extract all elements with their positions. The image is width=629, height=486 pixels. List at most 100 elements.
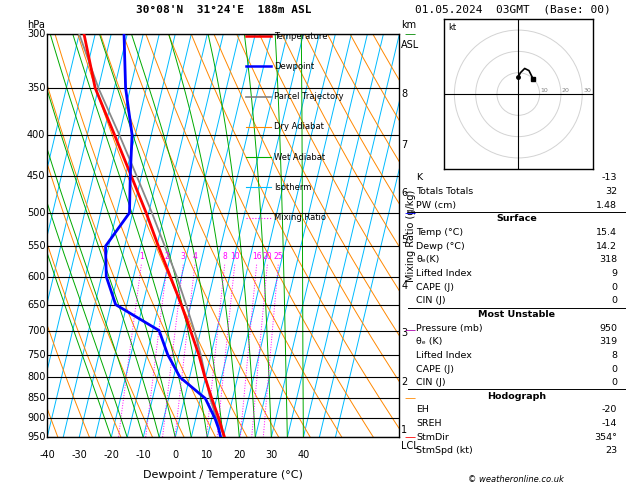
Text: ASL: ASL [401,40,420,50]
Text: CIN (J): CIN (J) [416,296,446,305]
Text: StmDir: StmDir [416,433,449,442]
Text: Temperature: Temperature [274,32,328,40]
Text: 32: 32 [605,187,617,196]
Text: 1.48: 1.48 [596,201,617,209]
Text: 8: 8 [611,351,617,360]
Text: Mixing Ratio: Mixing Ratio [274,213,326,222]
Text: 0: 0 [611,378,617,387]
Text: 450: 450 [27,171,45,181]
Text: Lifted Index: Lifted Index [416,351,472,360]
Text: 10: 10 [201,450,213,459]
Text: 600: 600 [27,272,45,281]
Text: 0: 0 [172,450,179,459]
Text: SREH: SREH [416,419,442,428]
Text: 3: 3 [401,328,408,338]
Text: 900: 900 [27,414,45,423]
Text: -30: -30 [71,450,87,459]
Text: km: km [401,20,416,30]
Text: 20: 20 [262,253,272,261]
Text: CAPE (J): CAPE (J) [416,364,454,374]
Text: 300: 300 [27,29,45,39]
Text: 20: 20 [562,88,570,93]
Text: Dewpoint / Temperature (°C): Dewpoint / Temperature (°C) [143,469,303,480]
Text: 318: 318 [599,255,617,264]
Text: 9: 9 [611,269,617,278]
Text: —: — [404,394,416,403]
Text: 350: 350 [27,83,45,93]
Text: 23: 23 [605,447,617,455]
Text: 4: 4 [401,281,408,292]
Text: Dewpoint: Dewpoint [274,62,314,71]
Text: Dry Adiabat: Dry Adiabat [274,122,324,131]
Text: Mixing Ratio (g/kg): Mixing Ratio (g/kg) [406,190,416,282]
Text: —: — [404,433,416,442]
Text: Pressure (mb): Pressure (mb) [416,324,483,332]
Text: © weatheronline.co.uk: © weatheronline.co.uk [468,474,564,484]
Text: CIN (J): CIN (J) [416,378,446,387]
Text: LCL: LCL [401,441,419,451]
Text: -40: -40 [39,450,55,459]
Text: Dewp (°C): Dewp (°C) [416,242,465,251]
Text: 20: 20 [233,450,245,459]
Text: 850: 850 [27,394,45,403]
Text: 400: 400 [27,130,45,139]
Text: Temp (°C): Temp (°C) [416,228,464,237]
Text: 319: 319 [599,337,617,346]
Text: 1: 1 [401,425,408,435]
Text: 10: 10 [541,88,548,93]
Text: 15.4: 15.4 [596,228,617,237]
Text: 0: 0 [611,282,617,292]
Text: θₑ(K): θₑ(K) [416,255,440,264]
Text: Wet Adiabat: Wet Adiabat [274,153,325,161]
Text: 700: 700 [27,326,45,335]
Text: 2: 2 [401,377,408,386]
Text: Lifted Index: Lifted Index [416,269,472,278]
Text: -10: -10 [135,450,151,459]
Text: 30°08'N  31°24'E  188m ASL: 30°08'N 31°24'E 188m ASL [135,4,311,15]
Text: EH: EH [416,405,429,415]
Text: 650: 650 [27,299,45,310]
Text: 3: 3 [181,253,186,261]
Text: 10: 10 [230,253,240,261]
Text: Most Unstable: Most Unstable [478,310,555,319]
Text: 25: 25 [274,253,283,261]
Text: kt: kt [448,23,456,32]
Text: 2: 2 [165,253,170,261]
Text: 950: 950 [599,324,617,332]
Text: 750: 750 [27,349,45,360]
Text: 6: 6 [401,188,408,198]
Text: Hodograph: Hodograph [487,392,546,401]
Text: 5: 5 [401,235,408,245]
Text: 16: 16 [252,253,262,261]
Text: CAPE (J): CAPE (J) [416,282,454,292]
Text: 354°: 354° [594,433,617,442]
Text: 500: 500 [27,208,45,218]
Text: -20: -20 [103,450,119,459]
Text: -20: -20 [602,405,617,415]
Text: hPa: hPa [28,20,45,30]
Text: 8: 8 [222,253,227,261]
Text: Parcel Trajectory: Parcel Trajectory [274,92,344,101]
Text: —: — [404,326,416,335]
Text: 7: 7 [401,140,408,150]
Text: 14.2: 14.2 [596,242,617,251]
Text: Totals Totals: Totals Totals [416,187,474,196]
Text: 0: 0 [611,296,617,305]
Text: —: — [404,29,416,39]
Text: 01.05.2024  03GMT  (Base: 00): 01.05.2024 03GMT (Base: 00) [415,4,611,15]
Text: —: — [404,208,416,218]
Text: 30: 30 [583,88,591,93]
Text: Isotherm: Isotherm [274,183,312,192]
Text: StmSpd (kt): StmSpd (kt) [416,447,473,455]
Text: Surface: Surface [496,214,537,223]
Text: K: K [416,174,423,182]
Text: -14: -14 [602,419,617,428]
Text: PW (cm): PW (cm) [416,201,457,209]
Text: 4: 4 [192,253,198,261]
Text: 950: 950 [27,433,45,442]
Text: -13: -13 [601,174,617,182]
Text: 800: 800 [27,372,45,382]
Text: 550: 550 [27,241,45,251]
Text: 30: 30 [265,450,277,459]
Text: 1: 1 [139,253,143,261]
